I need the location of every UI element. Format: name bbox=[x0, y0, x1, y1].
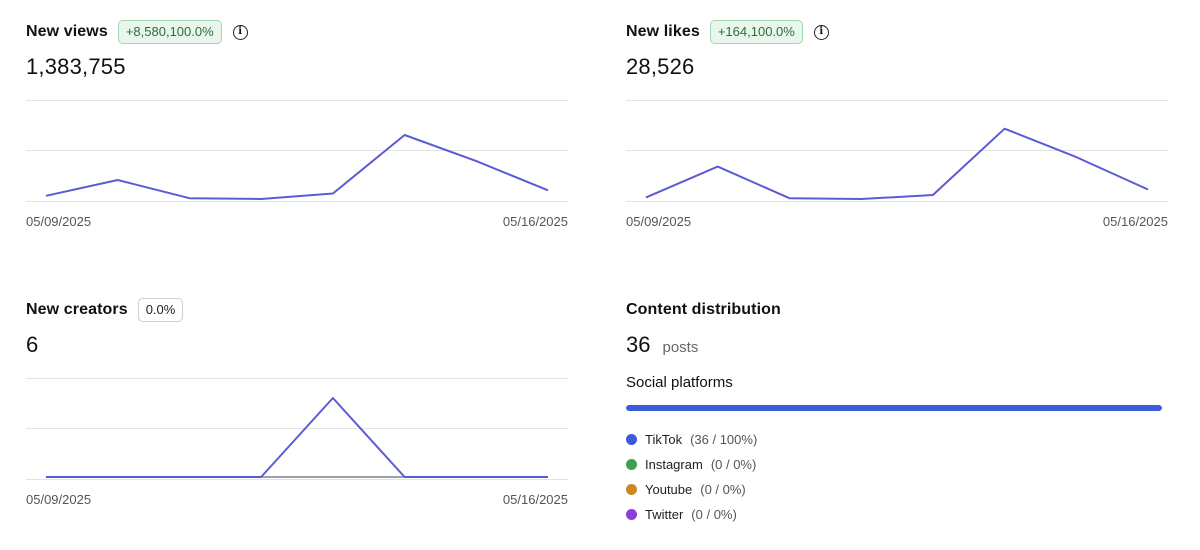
legend-platform-name: Instagram bbox=[645, 457, 703, 472]
new-views-chart-svg bbox=[26, 100, 568, 202]
platform-distribution-bar bbox=[626, 405, 1162, 411]
new-views-panel: New views +8,580,100.0% i 1,383,755 05/0… bbox=[26, 18, 568, 234]
content-distribution-header: Content distribution bbox=[626, 296, 1168, 324]
content-distribution-title: Content distribution bbox=[626, 301, 781, 318]
post-count-unit: posts bbox=[662, 339, 699, 356]
new-likes-date-axis: 05/09/2025 05/16/2025 bbox=[626, 214, 1168, 229]
new-creators-chart: 05/09/2025 05/16/2025 bbox=[26, 378, 568, 512]
legend-dot-icon bbox=[626, 434, 637, 445]
new-creators-title: New creators bbox=[26, 301, 128, 318]
legend-item-twitter: Twitter (0 / 0%) bbox=[626, 502, 1168, 527]
info-icon[interactable]: i bbox=[813, 24, 829, 40]
platform-legend: TikTok (36 / 100%) Instagram (0 / 0%) Youtub… bbox=[626, 427, 1168, 527]
content-distribution-panel: Content distribution 36 posts Social pla… bbox=[626, 296, 1168, 527]
new-creators-date-axis: 05/09/2025 05/16/2025 bbox=[26, 492, 568, 507]
legend-item-youtube: Youtube (0 / 0%) bbox=[626, 477, 1168, 502]
social-platforms-title: Social platforms bbox=[626, 374, 733, 391]
new-creators-change-badge: 0.0% bbox=[137, 298, 184, 322]
new-likes-end-date: 05/16/2025 bbox=[1102, 214, 1168, 229]
new-views-value: 1,383,755 bbox=[26, 54, 126, 79]
legend-platform-value: (0 / 0%) bbox=[710, 457, 757, 472]
new-likes-title: New likes bbox=[626, 23, 700, 40]
new-likes-chart: 05/09/2025 05/16/2025 bbox=[626, 100, 1168, 234]
legend-platform-value: (0 / 0%) bbox=[700, 482, 746, 497]
new_views-series-line bbox=[45, 134, 549, 200]
legend-platform-name: TikTok bbox=[645, 432, 683, 447]
legend-platform-name: Twitter bbox=[645, 507, 684, 522]
info-icon[interactable]: i bbox=[232, 24, 248, 40]
new_likes-series-line bbox=[645, 127, 1149, 200]
new-views-change-badge: +8,580,100.0% bbox=[117, 20, 222, 44]
new-views-start-date: 05/09/2025 bbox=[26, 214, 92, 229]
new-creators-header: New creators 0.0% bbox=[26, 296, 568, 324]
new-views-header: New views +8,580,100.0% i bbox=[26, 18, 568, 46]
new_creators-series-line bbox=[46, 397, 548, 478]
new-likes-header: New likes +164,100.0% i bbox=[626, 18, 1168, 46]
new-likes-change-badge: +164,100.0% bbox=[709, 20, 803, 44]
legend-platform-value: (36 / 100%) bbox=[690, 432, 758, 447]
new-views-end-date: 05/16/2025 bbox=[502, 214, 568, 229]
legend-dot-icon bbox=[626, 484, 637, 495]
new-creators-start-date: 05/09/2025 bbox=[26, 492, 92, 507]
new-likes-start-date: 05/09/2025 bbox=[626, 214, 692, 229]
new-views-date-axis: 05/09/2025 05/16/2025 bbox=[26, 214, 568, 229]
legend-dot-icon bbox=[626, 509, 637, 520]
legend-item-instagram: Instagram (0 / 0%) bbox=[626, 452, 1168, 477]
new-creators-panel: New creators 0.0% 6 05/09/2025 05/16/202… bbox=[26, 296, 568, 512]
new-likes-panel: New likes +164,100.0% i 28,526 05/09/202… bbox=[626, 18, 1168, 234]
new-likes-chart-svg bbox=[626, 100, 1168, 202]
legend-item-tiktok: TikTok (36 / 100%) bbox=[626, 427, 1168, 452]
new-views-chart: 05/09/2025 05/16/2025 bbox=[26, 100, 568, 234]
legend-dot-icon bbox=[626, 459, 637, 470]
new-likes-value: 28,526 bbox=[626, 54, 695, 79]
post-count-value: 36 bbox=[626, 332, 651, 357]
new-views-title: New views bbox=[26, 23, 108, 40]
platform-distribution-bar-fill bbox=[626, 405, 1162, 411]
legend-platform-name: Youtube bbox=[645, 482, 693, 497]
legend-platform-value: (0 / 0%) bbox=[691, 507, 737, 522]
new-creators-end-date: 05/16/2025 bbox=[502, 492, 568, 507]
new-creators-chart-svg bbox=[26, 378, 568, 480]
new-creators-value: 6 bbox=[26, 332, 39, 357]
post-count: 36 posts bbox=[626, 332, 1168, 358]
